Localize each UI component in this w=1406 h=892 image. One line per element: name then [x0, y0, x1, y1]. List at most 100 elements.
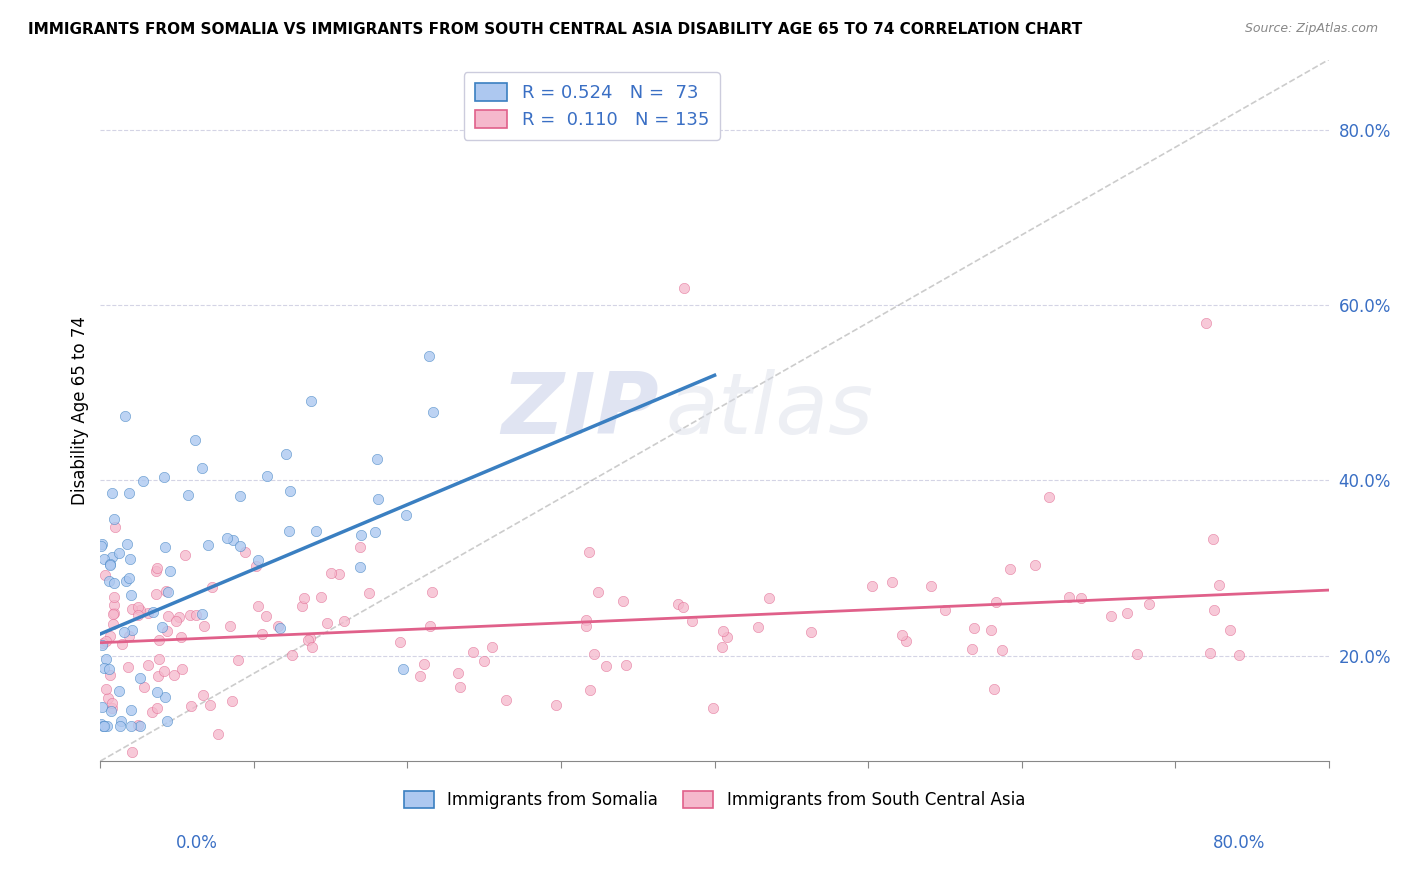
Point [100, 704, 122, 718]
Point [218, 618, 240, 632]
Point [269, 621, 291, 635]
Point [894, 633, 917, 648]
Point [1038, 490, 1060, 504]
Point [1137, 597, 1160, 611]
Point [252, 627, 274, 641]
Point [309, 590, 332, 604]
Point [118, 486, 141, 500]
Point [984, 595, 1007, 609]
Point [595, 659, 617, 673]
Point [184, 433, 207, 447]
Point [98, 557, 121, 571]
Point [366, 451, 388, 466]
Point [156, 714, 179, 729]
Point [461, 645, 484, 659]
Point [93, 551, 115, 566]
Point [277, 524, 299, 539]
Point [153, 665, 176, 679]
Point [301, 640, 323, 655]
Point [146, 561, 169, 575]
Point [980, 623, 1002, 637]
Text: 80.0%: 80.0% [1213, 834, 1265, 852]
Point [420, 584, 443, 599]
Point [882, 575, 904, 590]
Point [229, 539, 252, 553]
Point [100, 629, 122, 643]
Point [118, 629, 141, 643]
Point [127, 718, 149, 732]
Point [132, 474, 155, 488]
Point [98, 574, 121, 589]
Y-axis label: Disability Age 65 to 74: Disability Age 65 to 74 [72, 316, 89, 505]
Point [1057, 590, 1080, 604]
Point [711, 624, 734, 638]
Point [305, 524, 328, 539]
Point [281, 648, 304, 662]
Point [157, 609, 180, 624]
Point [1199, 646, 1222, 660]
Point [291, 599, 314, 613]
Point [96, 719, 118, 733]
Point [91, 537, 114, 551]
Point [1000, 562, 1022, 576]
Point [93, 719, 115, 733]
Point [267, 619, 290, 633]
Point [328, 566, 350, 581]
Point [156, 624, 179, 639]
Point [1202, 603, 1225, 617]
Point [179, 608, 201, 623]
Point [136, 657, 159, 672]
Point [145, 564, 167, 578]
Point [148, 669, 170, 683]
Point [142, 605, 165, 619]
Point [107, 545, 129, 559]
Point [103, 598, 125, 612]
Text: ZIP: ZIP [502, 368, 659, 452]
Point [246, 552, 269, 566]
Point [280, 484, 302, 499]
Point [222, 533, 245, 548]
Point [180, 699, 202, 714]
Point [110, 714, 132, 728]
Text: IMMIGRANTS FROM SOMALIA VS IMMIGRANTS FROM SOUTH CENTRAL ASIA DISABILITY AGE 65 : IMMIGRANTS FROM SOMALIA VS IMMIGRANTS FR… [28, 22, 1083, 37]
Point [97, 691, 120, 706]
Point [349, 540, 371, 554]
Point [114, 409, 136, 423]
Point [422, 405, 444, 419]
Point [94, 567, 117, 582]
Point [91, 636, 114, 650]
Point [146, 701, 169, 715]
Point [1099, 608, 1122, 623]
Point [191, 607, 214, 621]
Point [108, 719, 131, 733]
Point [197, 538, 219, 552]
Point [860, 579, 883, 593]
Point [93, 719, 115, 733]
Point [960, 641, 983, 656]
Point [575, 613, 598, 627]
Point [148, 651, 170, 665]
Point [616, 658, 638, 673]
Point [934, 602, 956, 616]
Text: 0.0%: 0.0% [176, 834, 218, 852]
Point [292, 591, 315, 605]
Point [367, 491, 389, 506]
Point [101, 700, 124, 714]
Point [702, 701, 724, 715]
Point [156, 584, 179, 599]
Point [758, 591, 780, 606]
Point [141, 705, 163, 719]
Point [115, 574, 138, 589]
Point [107, 683, 129, 698]
Point [121, 624, 143, 638]
Point [96, 633, 118, 648]
Point [983, 681, 1005, 696]
Point [104, 520, 127, 534]
Point [120, 703, 142, 717]
Point [221, 694, 243, 708]
Point [127, 608, 149, 623]
Point [495, 692, 517, 706]
Point [963, 621, 986, 635]
Point [710, 640, 733, 654]
Point [418, 349, 440, 363]
